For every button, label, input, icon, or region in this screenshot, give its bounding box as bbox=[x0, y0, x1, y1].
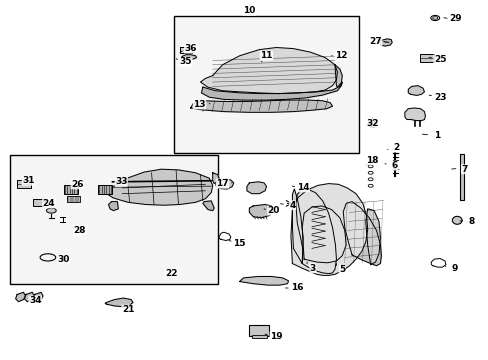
Polygon shape bbox=[239, 276, 288, 285]
Polygon shape bbox=[201, 82, 342, 100]
Polygon shape bbox=[379, 39, 391, 46]
Text: 4: 4 bbox=[288, 201, 295, 210]
Text: 14: 14 bbox=[296, 183, 309, 192]
Text: 27: 27 bbox=[368, 37, 381, 46]
Text: 16: 16 bbox=[290, 284, 303, 292]
Text: 34: 34 bbox=[29, 296, 41, 305]
Polygon shape bbox=[203, 201, 214, 211]
Text: 2: 2 bbox=[392, 143, 398, 152]
Polygon shape bbox=[292, 189, 303, 264]
Text: 28: 28 bbox=[73, 226, 86, 235]
Bar bbox=[10, 155, 217, 284]
Polygon shape bbox=[334, 65, 342, 87]
Polygon shape bbox=[404, 108, 425, 121]
Text: 3: 3 bbox=[309, 264, 315, 273]
Bar bbox=[33, 199, 45, 206]
Polygon shape bbox=[108, 202, 118, 211]
Polygon shape bbox=[24, 292, 34, 302]
Polygon shape bbox=[302, 206, 346, 263]
Bar bbox=[419, 54, 433, 62]
Polygon shape bbox=[105, 298, 133, 307]
Polygon shape bbox=[365, 209, 380, 265]
Bar bbox=[180, 47, 192, 53]
Polygon shape bbox=[16, 292, 25, 302]
Text: 18: 18 bbox=[366, 156, 378, 165]
Polygon shape bbox=[182, 55, 196, 59]
Bar bbox=[17, 180, 31, 188]
Text: 23: 23 bbox=[433, 93, 446, 102]
Ellipse shape bbox=[367, 121, 376, 127]
Text: 7: 7 bbox=[460, 165, 467, 174]
Text: 35: 35 bbox=[179, 57, 192, 66]
Text: 36: 36 bbox=[184, 44, 197, 53]
Text: 6: 6 bbox=[391, 161, 397, 170]
Polygon shape bbox=[190, 100, 332, 112]
Text: 21: 21 bbox=[122, 305, 134, 314]
Text: 31: 31 bbox=[22, 176, 35, 185]
Bar bbox=[173, 16, 359, 153]
Polygon shape bbox=[246, 182, 266, 194]
Bar bbox=[63, 185, 78, 194]
Polygon shape bbox=[212, 173, 219, 184]
Text: 33: 33 bbox=[115, 177, 127, 186]
Text: 29: 29 bbox=[448, 14, 461, 23]
Polygon shape bbox=[343, 202, 381, 266]
Text: 26: 26 bbox=[71, 180, 83, 189]
Text: 22: 22 bbox=[164, 269, 177, 278]
Polygon shape bbox=[290, 184, 367, 275]
Polygon shape bbox=[200, 48, 337, 94]
Text: 32: 32 bbox=[366, 118, 378, 127]
Text: 15: 15 bbox=[233, 238, 245, 248]
Ellipse shape bbox=[451, 216, 461, 224]
Text: 20: 20 bbox=[267, 206, 280, 215]
Polygon shape bbox=[106, 169, 212, 205]
Bar bbox=[251, 335, 266, 338]
Text: 1: 1 bbox=[434, 130, 440, 139]
Ellipse shape bbox=[46, 208, 56, 213]
Text: 11: 11 bbox=[260, 51, 272, 60]
Polygon shape bbox=[295, 189, 336, 274]
Text: 5: 5 bbox=[339, 266, 345, 274]
Text: 30: 30 bbox=[57, 255, 70, 264]
Text: 19: 19 bbox=[269, 332, 282, 341]
Bar bbox=[459, 154, 463, 200]
Text: 10: 10 bbox=[243, 6, 255, 15]
Text: 12: 12 bbox=[334, 51, 347, 60]
Text: 17: 17 bbox=[216, 179, 228, 188]
Text: 13: 13 bbox=[193, 100, 205, 109]
Text: 9: 9 bbox=[450, 264, 457, 273]
Polygon shape bbox=[249, 204, 272, 218]
Bar bbox=[249, 325, 268, 336]
Polygon shape bbox=[407, 86, 424, 95]
Polygon shape bbox=[215, 179, 233, 189]
Text: 24: 24 bbox=[42, 199, 55, 208]
Polygon shape bbox=[33, 292, 43, 302]
Text: 8: 8 bbox=[468, 217, 474, 226]
Bar bbox=[67, 196, 80, 202]
Text: 25: 25 bbox=[433, 55, 446, 64]
Bar bbox=[98, 185, 112, 194]
